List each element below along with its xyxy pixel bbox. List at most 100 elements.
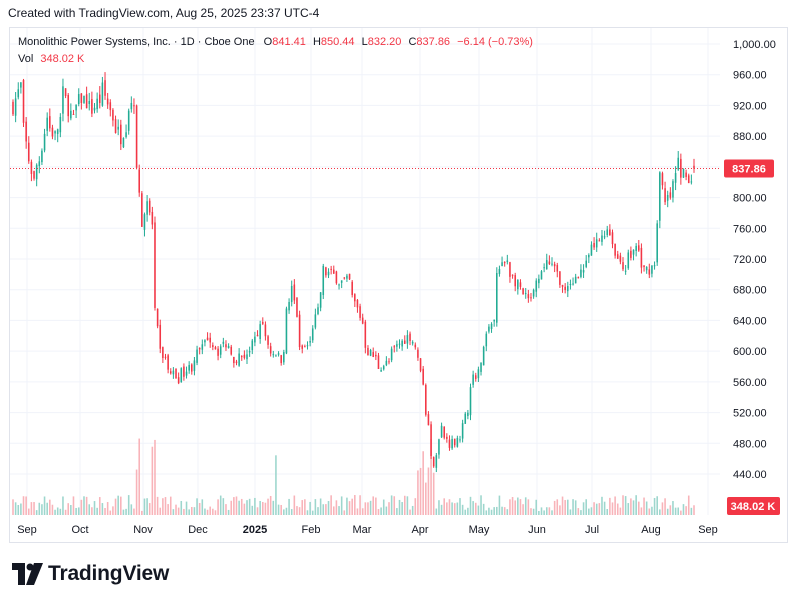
volume-bar [585, 499, 587, 515]
volume-bar [188, 509, 190, 515]
candle-body [577, 277, 580, 279]
candle-body [361, 317, 364, 324]
candle-body [401, 340, 403, 347]
candle-body [453, 438, 456, 446]
candle-body [201, 344, 204, 350]
volume-bar [498, 495, 501, 515]
volume-bar [530, 508, 532, 515]
y-tick-label: 720.00 [733, 254, 767, 266]
candle-body [485, 333, 488, 347]
volume-bar [259, 500, 261, 515]
candle-body [540, 271, 543, 280]
candle-body [77, 94, 80, 104]
candle-body [364, 321, 367, 348]
volume-bar [127, 495, 130, 515]
volume-bar [217, 499, 219, 515]
volume-bar [687, 495, 690, 515]
volume-bar [656, 496, 658, 515]
chart-frame [9, 27, 788, 543]
volume-bar [630, 498, 632, 515]
volume-bar [509, 499, 511, 515]
volume-bar [254, 497, 256, 515]
volume-bar [327, 501, 330, 515]
volume-bar [627, 503, 630, 515]
volume-bar [588, 508, 590, 515]
candle-body [188, 365, 190, 371]
volume-bar [488, 507, 490, 515]
x-tick-label: Oct [71, 524, 88, 536]
candle-body [409, 333, 411, 342]
volume-bar [98, 497, 101, 515]
candle-body [687, 175, 690, 184]
last-volume-badge [727, 497, 780, 515]
volume-bar [225, 504, 227, 515]
volume-bar [606, 509, 609, 515]
candle-body [377, 355, 380, 370]
candle-body [148, 200, 151, 213]
volume-bar [485, 510, 488, 515]
volume-bar [443, 498, 446, 515]
candle-body [30, 161, 33, 174]
candle-body [640, 247, 643, 268]
volume-bar [130, 504, 133, 515]
candle-body [624, 270, 627, 272]
candle-body [572, 283, 574, 285]
volume-bar [598, 503, 601, 515]
volume-bar [14, 502, 17, 515]
candle-body [272, 354, 275, 356]
candle-body [354, 294, 356, 302]
x-tick-label: Sep [698, 524, 718, 536]
volume-bar [169, 496, 172, 515]
volume-bar [430, 439, 432, 515]
volume-bar [453, 503, 456, 515]
candle-body [501, 262, 503, 266]
volume-bar [480, 495, 482, 515]
volume-bar [406, 496, 409, 515]
volume-bar [469, 496, 472, 515]
volume-bar [159, 507, 162, 515]
volume-bar [338, 506, 340, 515]
x-tick-label: Mar [353, 524, 372, 536]
candle-body [304, 346, 306, 348]
volume-bar [643, 497, 645, 515]
volume-bar [49, 499, 51, 515]
y-tick-label: 1,000.00 [733, 39, 776, 51]
volume-bar [85, 496, 88, 515]
volume-bar [690, 507, 693, 515]
volume-bar [409, 509, 411, 515]
candle-body [338, 284, 340, 286]
tradingview-logo[interactable]: TradingView [12, 562, 169, 586]
volume-bar [674, 507, 677, 515]
volume-bar [112, 506, 114, 515]
candle-body [474, 375, 477, 379]
volume-bar [661, 502, 664, 515]
candle-body [138, 169, 140, 193]
candle-body [35, 164, 38, 180]
candle-body [246, 354, 248, 360]
candle-body [551, 263, 553, 265]
volume-bar [490, 509, 493, 515]
candle-body [114, 119, 117, 133]
candle-body [167, 355, 169, 370]
volume-bar [519, 499, 522, 515]
volume-bar [201, 499, 204, 515]
volume-bar [417, 470, 419, 515]
candle-body [630, 250, 632, 258]
candle-body [656, 223, 658, 263]
volume-bar [17, 505, 20, 515]
volume-bar [403, 495, 406, 515]
candle-body [43, 133, 46, 151]
candle-body [674, 173, 677, 183]
volume-bar [632, 500, 635, 515]
volume-bar [685, 506, 687, 515]
volume-bar [553, 500, 556, 515]
candle-body [151, 211, 154, 225]
candle-body [390, 348, 393, 361]
candle-body [414, 344, 417, 348]
candle-body [461, 423, 464, 439]
volume-bar [451, 502, 453, 515]
last-price-label: 837.86 [732, 164, 766, 176]
volume-bar [198, 502, 201, 515]
volume-bar [22, 496, 25, 515]
